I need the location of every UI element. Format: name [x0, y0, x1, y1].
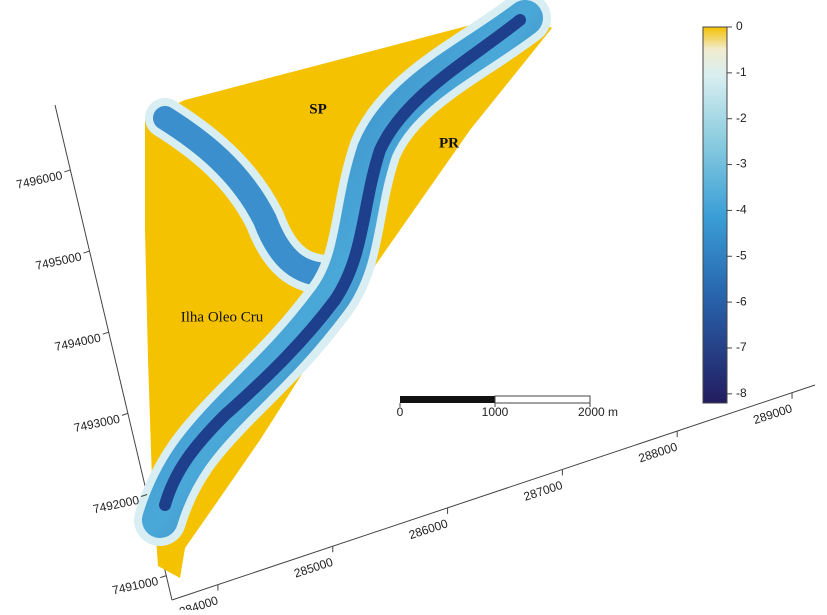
x-tick-label: 285000	[292, 555, 335, 581]
colorbar-tick-label: -1	[736, 65, 747, 79]
x-tick-label: 286000	[407, 516, 450, 542]
colorbar	[703, 27, 727, 403]
x-tick-label: 288000	[637, 440, 680, 466]
x-tick-label: 287000	[522, 478, 565, 504]
scale-bar-black	[400, 396, 495, 403]
y-tick-label: 7491000	[111, 574, 160, 597]
y-tick-label: 7496000	[15, 168, 64, 191]
region-label: SP	[309, 101, 327, 117]
colorbar-tick-label: -4	[736, 203, 747, 217]
map: SP PR Ilha Oleo Cru 7491000 7492000 749300…	[0, 0, 827, 610]
y-tick-label: 7492000	[92, 493, 141, 516]
colorbar-tick-label: 0	[736, 19, 743, 33]
region-label: Ilha Oleo Cru	[181, 309, 264, 325]
x-tick-label: 289000	[752, 401, 795, 427]
y-tick	[160, 576, 166, 578]
y-tick	[103, 332, 109, 334]
scale-bar-white	[495, 396, 590, 403]
y-tick-label: 7493000	[73, 412, 122, 435]
y-tick	[64, 170, 70, 172]
y-tick-label: 7494000	[53, 330, 102, 353]
y-tick	[84, 251, 90, 253]
scale-label: 0	[397, 405, 404, 419]
region-label: PR	[439, 135, 459, 151]
colorbar-tick-label: -6	[736, 294, 747, 308]
colorbar-tick-label: -7	[736, 340, 747, 354]
colorbar-tick-label: -2	[736, 111, 747, 125]
scale-label: 1000	[482, 405, 509, 419]
y-tick-label: 7495000	[34, 249, 83, 272]
colorbar-tick-label: -3	[736, 157, 747, 171]
colorbar-tick-label: -8	[736, 386, 747, 400]
scale-label: 2000 m	[578, 405, 618, 419]
y-tick	[122, 413, 128, 415]
colorbar-tick-label: -5	[736, 248, 747, 262]
